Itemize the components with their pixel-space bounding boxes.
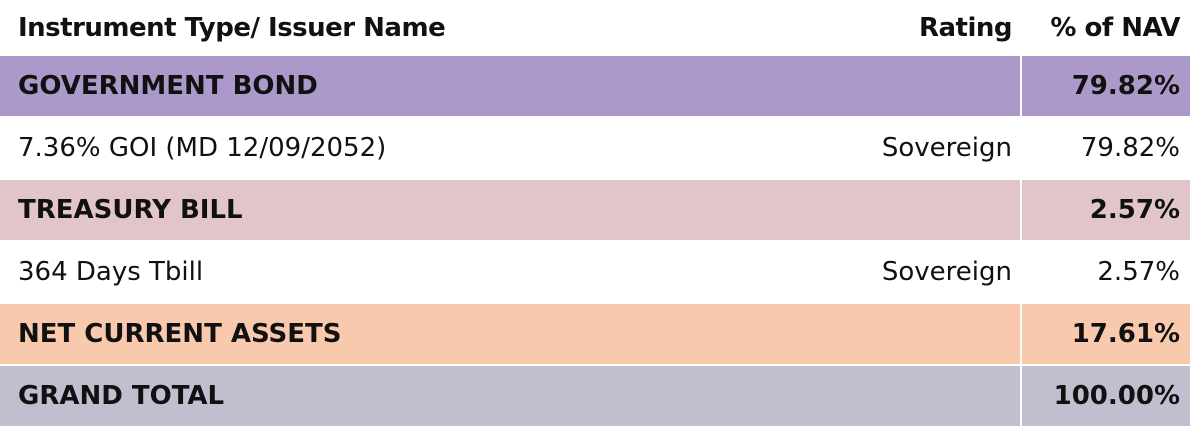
category-row: GRAND TOTAL 100.00% — [0, 366, 1190, 428]
name-cell: NET CURRENT ASSETS — [0, 304, 794, 366]
rating-cell — [794, 180, 1020, 242]
nav-cell: 79.82% — [1020, 118, 1190, 180]
nav-cell: 79.82% — [1020, 56, 1190, 118]
header-row: Instrument Type/ Issuer Name Rating % of… — [0, 0, 1190, 56]
header-cell: Instrument Type/ Issuer Name — [18, 13, 446, 43]
category-row: GOVERNMENT BOND 79.82% — [0, 56, 1190, 118]
category-row: TREASURY BILL 2.57% — [0, 180, 1190, 242]
name-cell: 7.36% GOI (MD 12/09/2052) — [0, 118, 794, 180]
rating-cell — [794, 56, 1020, 118]
nav-cell: 2.57% — [1020, 242, 1190, 304]
name-cell: TREASURY BILL — [0, 180, 794, 242]
holdings-table: Instrument Type/ Issuer Name Rating % of… — [0, 0, 1190, 428]
table-body: GOVERNMENT BOND 79.82% 7.36% GOI (MD 12/09… — [0, 56, 1190, 428]
name-cell: GOVERNMENT BOND — [0, 56, 794, 118]
rating-cell — [794, 304, 1020, 366]
name-cell: 364 Days Tbill — [0, 242, 794, 304]
nav-cell: 2.57% — [1020, 180, 1190, 242]
nav-cell: 17.61% — [1020, 304, 1190, 366]
holding-row: 7.36% GOI (MD 12/09/2052) Sovereign 79.82% — [0, 118, 1190, 180]
holding-row: 364 Days Tbill Sovereign 2.57% — [0, 242, 1190, 304]
rating-cell: Sovereign — [794, 242, 1020, 304]
table-header: Instrument Type/ Issuer Name Rating % of… — [0, 0, 1190, 56]
rating-cell: Sovereign — [794, 118, 1020, 180]
name-cell: GRAND TOTAL — [0, 366, 794, 428]
header-cell: Rating — [918, 13, 1013, 43]
header-cell: % of NAV — [1050, 13, 1180, 43]
nav-cell: 100.00% — [1020, 366, 1190, 428]
category-row: NET CURRENT ASSETS 17.61% — [0, 304, 1190, 366]
rating-cell — [794, 366, 1020, 428]
